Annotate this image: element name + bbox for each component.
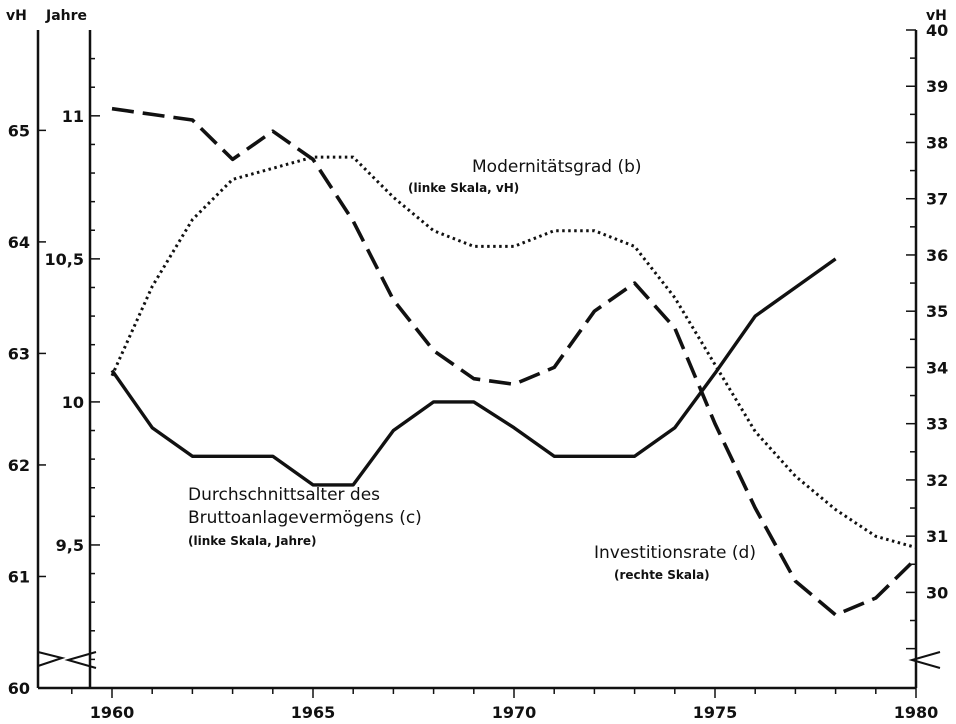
right-tick-label: 33 [926, 415, 948, 434]
series-layer [110, 106, 918, 617]
x-tick-label: 1960 [90, 703, 135, 722]
x-tick-label: 1980 [894, 703, 939, 722]
right-tick-label: 36 [926, 246, 948, 265]
right-unit-label: vH [926, 8, 947, 24]
right-tick-label: 37 [926, 190, 948, 209]
right-tick-label: 35 [926, 302, 948, 321]
right-tick-label: 32 [926, 471, 948, 490]
series-line-dotted [110, 155, 917, 549]
x-tick-label: 1970 [492, 703, 537, 722]
left-inner-axis-ticks: 9,5 10 10,5 11 [45, 57, 100, 661]
right-tick-label: 38 [926, 133, 948, 152]
left-inner-tick-label: 11 [62, 107, 84, 126]
investition-sublabel: (rechte Skala) [614, 568, 710, 582]
left-outer-axis-ticks: 60 61 62 63 64 65 [8, 121, 46, 698]
left-outer-tick-label: 62 [8, 456, 30, 475]
modernitaet-sublabel: (linke Skala, vH) [408, 181, 519, 195]
inner-axis-break-mark [64, 651, 97, 669]
durchschnitt-sublabel: (linke Skala, Jahre) [188, 534, 317, 548]
right-axis-ticks: 30 31 32 33 34 35 36 37 38 39 40 [906, 21, 948, 650]
left-inner-unit-label: Jahre [45, 8, 87, 24]
x-tick-label: 1965 [291, 703, 336, 722]
left-axis-break-mark [37, 651, 66, 667]
left-outer-unit-label: vH [6, 8, 27, 24]
series-line-dashed [111, 106, 918, 617]
series-line-solid [110, 257, 837, 487]
right-tick-label: 39 [926, 77, 948, 96]
durchschnitt-label-line1: Durchschnittsalter des [188, 485, 380, 505]
left-inner-tick-label: 10,5 [45, 250, 84, 269]
left-outer-tick-label: 64 [8, 233, 30, 252]
right-tick-label: 30 [926, 583, 948, 602]
left-inner-tick-label: 9,5 [56, 536, 84, 555]
right-tick-label: 34 [926, 358, 948, 377]
left-outer-tick-label: 65 [8, 121, 30, 140]
left-outer-tick-label: 61 [8, 567, 30, 586]
right-axis-break-mark [908, 651, 941, 669]
investition-label: Investitionsrate (d) [594, 543, 756, 563]
durchschnitt-label-line2: Bruttoanlagevermögens (c) [188, 508, 422, 528]
x-tick-label: 1975 [693, 703, 738, 722]
right-tick-label: 31 [926, 527, 948, 546]
right-tick-label: 40 [926, 21, 948, 40]
left-inner-tick-label: 10 [62, 393, 84, 412]
left-outer-tick-label: 63 [8, 344, 30, 363]
x-axis-ticks: 1960 1965 1970 1975 1980 [71, 688, 939, 722]
modernitaet-label: Modernitätsgrad (b) [472, 157, 642, 177]
left-outer-tick-label: 60 [8, 679, 30, 698]
